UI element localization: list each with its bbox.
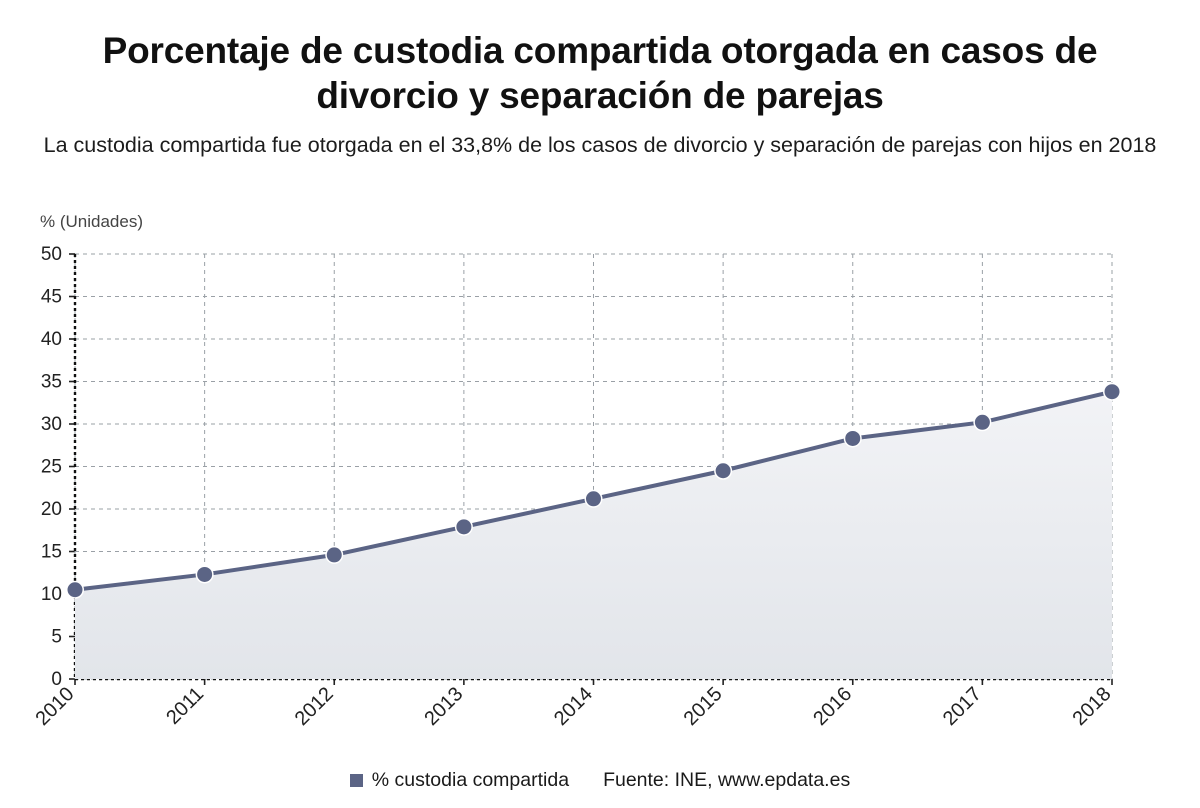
page-subtitle: La custodia compartida fue otorgada en e… [43, 133, 1157, 158]
x-axis-tick-label: 2010 [32, 683, 79, 730]
y-axis-tick-label: 40 [41, 329, 62, 350]
x-axis-tick-label: 2012 [291, 683, 338, 730]
y-axis-tick-label: 0 [51, 669, 62, 690]
x-axis-tick-label: 2011 [162, 683, 208, 729]
legend-label: % custodia compartida [371, 769, 570, 791]
y-axis-tick-label: 25 [41, 457, 62, 478]
line-chart-svg: 0 5 10 15 20 25 30 35 40 45 50 2010 2011 2012 2013 2014… [32, 244, 1121, 730]
chart-area: 0 5 10 15 20 25 30 35 40 45 50 2010 2011 2012 2013 2014… [0, 240, 1200, 740]
y-axis-tick-label: 30 [41, 414, 62, 435]
x-axis-tick-label: 2017 [939, 683, 986, 730]
series-area-fill [75, 391, 1112, 679]
x-axis-tick-label: 2015 [680, 683, 727, 730]
y-axis-tick-label: 35 [41, 372, 62, 393]
legend-item-custodia[interactable]: % custodia compartida [349, 769, 570, 792]
data-point[interactable] [1104, 384, 1120, 400]
data-point[interactable] [197, 566, 213, 582]
data-point[interactable] [67, 582, 83, 598]
y-axis-unit-label: % (Unidades) [40, 212, 143, 231]
x-axis-tick-label: 2018 [1069, 683, 1116, 730]
page-title: Porcentaje de custodia compartida otorga… [102, 30, 1098, 117]
y-axis-tick-label: 45 [41, 287, 62, 308]
chart-footer: % custodia compartida Fuente: INE, www.e… [0, 769, 1200, 792]
y-axis-tick-label: 10 [41, 584, 62, 605]
y-axis-tick-label: 15 [41, 542, 62, 563]
data-point[interactable] [974, 414, 990, 430]
data-point[interactable] [326, 547, 342, 563]
data-point[interactable] [715, 463, 731, 479]
x-axis-tick-label: 2014 [550, 683, 597, 730]
y-axis-tick-label: 5 [51, 627, 62, 648]
data-point[interactable] [456, 519, 472, 535]
y-axis-tick-label: 20 [41, 499, 62, 520]
x-axis-tick-label: 2016 [809, 683, 856, 730]
source-note: Fuente: INE, www.epdata.es [603, 769, 851, 791]
legend-swatch-icon [349, 774, 363, 787]
x-axis-tick-label: 2013 [420, 683, 467, 730]
data-point[interactable] [586, 491, 601, 507]
data-point[interactable] [845, 430, 861, 446]
y-axis-tick-label: 50 [41, 244, 62, 265]
